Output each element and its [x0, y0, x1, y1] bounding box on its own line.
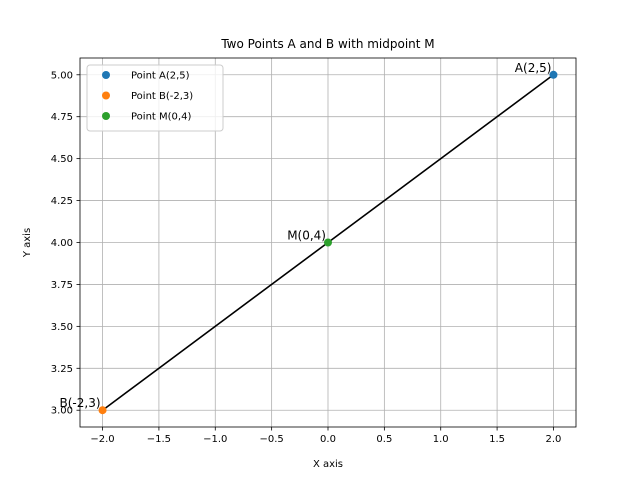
x-tick-label: 0.0	[320, 434, 336, 445]
plot-data: A(2,5)B(-2,3)M(0,4)	[60, 61, 558, 415]
axis-ticks: −2.0 −1.5 −1.0 −0.5 0.0 0.5 1.0 1.5 2.0 3.00 3.25 3…	[51, 70, 562, 445]
point-m-marker	[324, 238, 332, 247]
y-tick-label: 4.00	[51, 238, 73, 249]
y-tick-label: 3.00	[51, 406, 73, 417]
legend-marker	[102, 112, 110, 120]
x-axis-label: X axis	[313, 459, 343, 470]
y-axis-label: Y axis	[22, 228, 33, 258]
legend: Point A(2,5) Point B(-2,3) Point M(0,4)	[86, 64, 224, 132]
x-tick-label: −0.5	[259, 434, 283, 445]
legend-entry-label: Point B(-2,3)	[131, 91, 193, 102]
point-a-marker	[549, 70, 558, 79]
point-b-marker	[98, 406, 107, 415]
y-tick-label: 3.25	[51, 364, 73, 375]
y-tick-label: 3.50	[51, 322, 73, 333]
y-tick-label: 5.00	[51, 70, 73, 81]
legend-marker	[102, 91, 110, 100]
x-tick-label: 2.0	[546, 434, 562, 445]
x-tick-label: −1.0	[203, 434, 227, 445]
x-tick-label: 1.5	[489, 434, 505, 445]
x-tick-label: −2.0	[90, 434, 114, 445]
legend-marker	[102, 71, 110, 79]
legend-entry-label: Point M(0,4)	[131, 112, 191, 123]
x-tick-label: −1.5	[147, 434, 171, 445]
legend-box	[86, 64, 224, 132]
x-tick-label: 0.5	[376, 434, 392, 445]
y-tick-label: 4.75	[51, 112, 73, 123]
y-tick-label: 3.75	[51, 280, 73, 291]
legend-entry-label: Point A(2,5)	[131, 71, 190, 82]
point-m-label: M(0,4)	[287, 229, 326, 243]
point-a-label: A(2,5)	[515, 61, 552, 75]
y-tick-label: 4.50	[51, 154, 73, 165]
y-tick-label: 4.25	[51, 196, 73, 207]
chart-title: Two Points A and B with midpoint M	[220, 37, 434, 51]
x-tick-label: 1.0	[433, 434, 449, 445]
